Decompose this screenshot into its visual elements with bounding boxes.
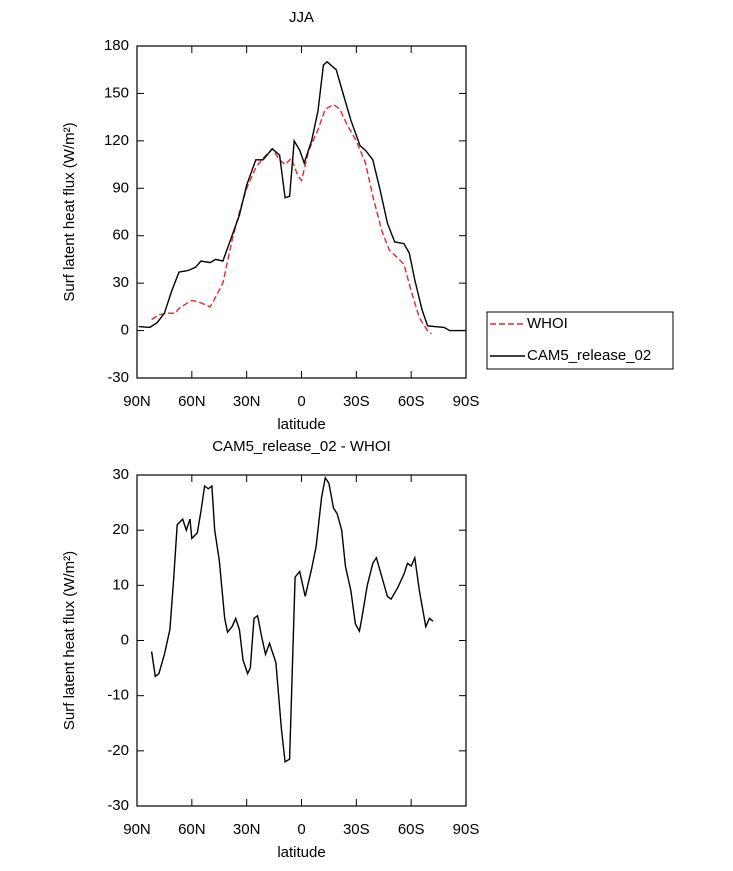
x-tick-label: 30N: [233, 393, 261, 410]
y-axis-label: Surf latent heat flux (W/m²): [61, 551, 78, 730]
y-tick-label: 60: [112, 227, 129, 244]
x-tick-label: 30S: [343, 393, 370, 410]
y-tick-label: -30: [107, 797, 129, 814]
x-tick-label: 0: [297, 393, 305, 410]
y-tick-label: -20: [107, 742, 129, 759]
x-tick-label: 90N: [123, 393, 151, 410]
y-tick-label: -10: [107, 687, 129, 704]
x-tick-label: 90N: [123, 821, 151, 838]
x-tick-label: 30S: [343, 821, 370, 838]
plot-frame: [136, 474, 467, 807]
legend-box: [486, 311, 674, 370]
x-tick-label: 90S: [453, 821, 480, 838]
y-tick-label: 120: [104, 132, 129, 149]
y-axis-label: Surf latent heat flux (W/m²): [61, 122, 78, 301]
chart-title: CAM5_release_02 - WHOI: [212, 438, 390, 455]
x-tick-label: 60N: [178, 821, 206, 838]
y-tick-label: 10: [112, 576, 129, 593]
legend-label: WHOI: [527, 315, 568, 332]
y-tick-label: 0: [121, 322, 129, 339]
y-tick-label: 150: [104, 84, 129, 101]
legend-label: CAM5_release_02: [527, 347, 651, 364]
data-line: [138, 60, 466, 332]
y-tick-label: -30: [107, 369, 129, 386]
x-tick-label: 90S: [453, 393, 480, 410]
x-axis-label: latitude: [277, 416, 325, 433]
x-tick-label: 60N: [178, 393, 206, 410]
x-tick-label: 0: [297, 821, 305, 838]
x-tick-label: 60S: [398, 393, 425, 410]
y-tick-label: 30: [112, 466, 129, 483]
y-tick-label: 20: [112, 521, 129, 538]
x-tick-label: 60S: [398, 821, 425, 838]
data-line: [150, 475, 434, 764]
y-tick-label: 180: [104, 37, 129, 54]
y-tick-label: 90: [112, 179, 129, 196]
y-tick-label: 30: [112, 274, 129, 291]
x-axis-label: latitude: [277, 844, 325, 861]
y-tick-label: 0: [121, 631, 129, 648]
data-line: [151, 103, 432, 335]
chart-title: JJA: [289, 9, 314, 26]
x-tick-label: 30N: [233, 821, 261, 838]
plot-frame: [136, 45, 467, 379]
